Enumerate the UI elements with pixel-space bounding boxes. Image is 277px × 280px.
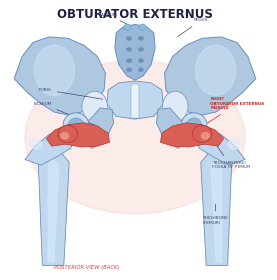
Ellipse shape bbox=[124, 24, 131, 30]
Ellipse shape bbox=[126, 48, 132, 52]
Polygon shape bbox=[14, 37, 106, 115]
Polygon shape bbox=[46, 123, 109, 147]
Polygon shape bbox=[107, 81, 163, 119]
Polygon shape bbox=[79, 108, 114, 148]
Text: PUBIS: PUBIS bbox=[39, 88, 103, 99]
Text: PELVIS: PELVIS bbox=[178, 18, 208, 37]
Ellipse shape bbox=[138, 68, 143, 72]
Polygon shape bbox=[160, 123, 224, 147]
Ellipse shape bbox=[193, 125, 212, 143]
Text: OBTURATOR EXTERNUS: OBTURATOR EXTERNUS bbox=[57, 8, 213, 21]
Ellipse shape bbox=[126, 59, 132, 62]
Ellipse shape bbox=[30, 139, 42, 149]
Text: THIGHBONE
(FEMUR): THIGHBONE (FEMUR) bbox=[202, 204, 228, 225]
Text: ISCHIUM: ISCHIUM bbox=[33, 102, 95, 125]
Ellipse shape bbox=[163, 91, 188, 122]
Ellipse shape bbox=[187, 118, 201, 131]
Polygon shape bbox=[38, 151, 69, 265]
Ellipse shape bbox=[25, 60, 245, 214]
Polygon shape bbox=[165, 37, 256, 115]
Ellipse shape bbox=[34, 45, 75, 95]
Polygon shape bbox=[115, 24, 155, 80]
Polygon shape bbox=[210, 157, 222, 263]
Ellipse shape bbox=[63, 113, 89, 137]
Ellipse shape bbox=[138, 59, 143, 62]
Ellipse shape bbox=[228, 139, 240, 149]
Polygon shape bbox=[201, 151, 232, 265]
Text: RIGHT
OBTURATOR EXTERNUS
MUSCLE: RIGHT OBTURATOR EXTERNUS MUSCLE bbox=[196, 97, 265, 130]
Ellipse shape bbox=[68, 118, 83, 131]
Text: TROCHANTERIC
FOSSA OF FEMUR: TROCHANTERIC FOSSA OF FEMUR bbox=[212, 146, 250, 169]
Ellipse shape bbox=[82, 91, 107, 122]
Ellipse shape bbox=[138, 48, 143, 52]
Ellipse shape bbox=[60, 132, 69, 140]
Ellipse shape bbox=[126, 36, 132, 40]
Ellipse shape bbox=[201, 132, 210, 140]
Text: POSTERIOR VIEW (BACK): POSTERIOR VIEW (BACK) bbox=[54, 265, 119, 270]
Ellipse shape bbox=[195, 45, 236, 95]
Polygon shape bbox=[25, 129, 76, 165]
Text: SACRUM: SACRUM bbox=[99, 13, 128, 25]
Polygon shape bbox=[157, 108, 191, 148]
Polygon shape bbox=[131, 84, 139, 118]
Ellipse shape bbox=[126, 68, 132, 72]
Ellipse shape bbox=[181, 113, 207, 137]
Polygon shape bbox=[194, 129, 245, 165]
Ellipse shape bbox=[58, 125, 78, 143]
Ellipse shape bbox=[138, 36, 143, 40]
Ellipse shape bbox=[139, 24, 146, 30]
Polygon shape bbox=[48, 157, 60, 263]
